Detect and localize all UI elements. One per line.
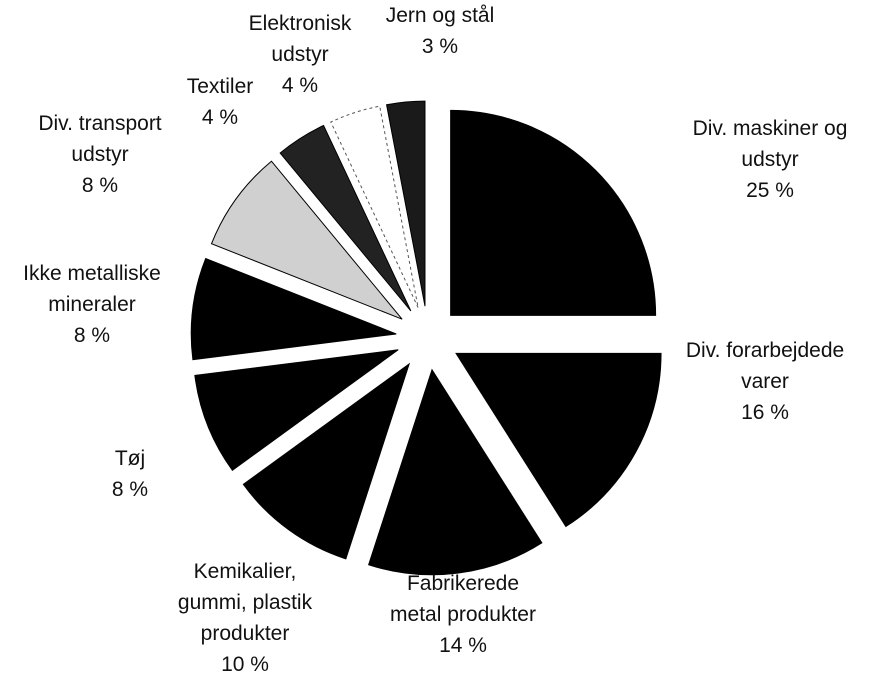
slice-value-label: 14 % <box>439 634 487 657</box>
slice-value-label: 8 % <box>74 324 110 347</box>
pie-slice <box>194 349 399 471</box>
slice-label: Tøj <box>115 447 145 470</box>
slice-label: Kemikalier, gummi, plastik produkter <box>178 560 313 645</box>
pie-slice <box>455 352 662 528</box>
slice-label: Jern og stål <box>386 4 495 27</box>
slice-label: Textiler <box>187 75 254 98</box>
slice-label: Div. forarbejdede varer <box>686 339 844 393</box>
slice-value-label: 3 % <box>422 35 458 58</box>
pie-slice <box>385 100 426 307</box>
pie-slice <box>210 160 403 320</box>
slice-value-label: 4 % <box>282 74 318 97</box>
slice-label: Ikke metalliske mineraler <box>23 262 161 316</box>
pie-slice <box>279 124 412 312</box>
slice-label: Elektronisk udstyr <box>249 12 352 66</box>
slice-label: Fabrikerede metal produkter <box>390 572 536 626</box>
pie-slice <box>330 105 419 308</box>
slice-value-label: 8 % <box>112 478 148 501</box>
slice-value-label: 10 % <box>221 653 269 676</box>
pie-slice <box>450 109 657 316</box>
pie-slice <box>242 362 411 560</box>
slice-value-label: 25 % <box>746 179 794 202</box>
slice-value-label: 8 % <box>82 174 118 197</box>
slice-label: Div. transport udstyr <box>38 112 161 166</box>
slice-label: Div. maskiner og udstyr <box>693 117 848 171</box>
pie-slice <box>368 368 543 576</box>
pie-slice <box>190 257 397 361</box>
slice-value-label: 4 % <box>202 106 238 129</box>
slice-value-label: 16 % <box>741 401 789 424</box>
